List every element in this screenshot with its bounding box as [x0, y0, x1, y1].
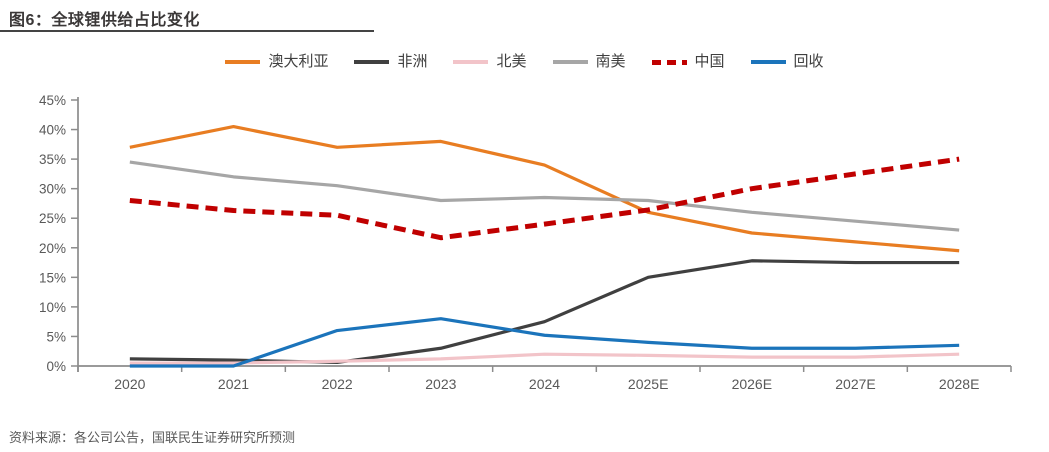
series-line-south-america	[129, 160, 960, 232]
x-tick-label: 2025E	[628, 376, 668, 392]
legend-item-north-america: 北美	[453, 51, 527, 73]
legend-label-africa: 非洲	[397, 53, 428, 70]
y-tick-label: 30%	[39, 182, 66, 197]
y-tick-label: 20%	[39, 241, 66, 256]
legend-label-australia: 澳大利亚	[268, 53, 329, 70]
x-tick-label: 2021	[218, 376, 249, 392]
y-tick-label: 10%	[39, 300, 66, 315]
legend-label-recycling: 回收	[793, 53, 824, 70]
figure-title: 图6：全球锂供给占比变化	[9, 12, 200, 29]
x-tick-label: 2023	[425, 376, 456, 392]
legend-swatch-australia	[225, 60, 261, 64]
series-line-china	[129, 156, 960, 241]
legend-item-australia: 澳大利亚	[225, 51, 328, 73]
legend-swatch-africa	[354, 60, 390, 64]
legend-item-recycling: 回收	[750, 51, 824, 73]
x-tick-label: 2026E	[732, 376, 772, 392]
legend-label-china: 中国	[694, 53, 725, 70]
series-line-north-america	[129, 352, 960, 365]
legend-swatch-recycling	[750, 60, 786, 64]
y-tick-label: 35%	[39, 152, 66, 167]
x-tick-label: 2024	[529, 376, 560, 392]
x-tick-label: 2022	[322, 376, 353, 392]
y-tick-label: 0%	[46, 359, 66, 374]
y-tick-label: 15%	[39, 270, 66, 285]
legend-item-south-america: 南美	[552, 51, 626, 73]
y-tick-label: 25%	[39, 211, 66, 226]
legend-swatch-china	[651, 59, 687, 65]
legend-item-china: 中国	[651, 51, 725, 73]
legend-swatch-south-america	[552, 60, 588, 64]
title-underline	[0, 30, 374, 32]
chart-legend: 澳大利亚 非洲 北美 南美 中国 回收	[0, 51, 1049, 73]
legend-swatch-north-america	[453, 60, 489, 64]
series-line-australia	[129, 124, 960, 253]
legend-label-south-america: 南美	[595, 53, 626, 70]
y-tick-label: 5%	[46, 329, 66, 344]
x-tick-label: 2028E	[939, 376, 979, 392]
y-tick-label: 40%	[39, 123, 66, 138]
legend-item-africa: 非洲	[354, 51, 427, 73]
y-tick-label: 45%	[39, 93, 66, 108]
x-tick-label: 2020	[114, 376, 145, 392]
source-note: 资料来源：各公司公告，国联民生证券研究所预测	[9, 430, 296, 445]
series-line-recycling	[129, 317, 960, 368]
x-tick-label: 2027E	[835, 376, 875, 392]
legend-label-north-america: 北美	[496, 53, 527, 70]
